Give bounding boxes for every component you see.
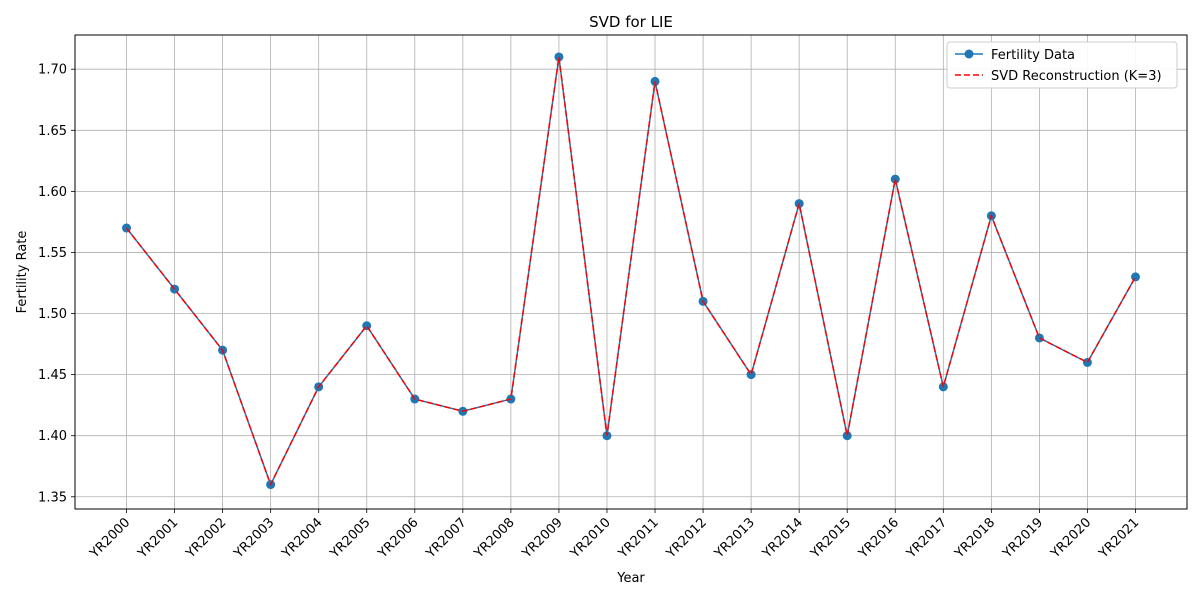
x-tick-label: YR2020	[1048, 515, 1095, 562]
x-tick-label: YR2005	[327, 515, 374, 562]
fertility-data-point	[1082, 357, 1092, 367]
y-tick-label: 1.70	[38, 63, 67, 78]
x-tick-label: YR2007	[423, 515, 470, 562]
svd-reconstruction-line	[125, 56, 1137, 487]
x-tick-label: YR2010	[567, 515, 614, 562]
y-tick-label: 1.35	[38, 490, 67, 505]
axes: YR2000 YR2001 YR2002 YR2003 YR2004 YR2005 YR20…	[38, 63, 1142, 562]
fertility-data-point	[890, 174, 900, 184]
legend-label-fertility-data: Fertility Data	[991, 48, 1075, 63]
y-axis-title: Fertility Rate	[15, 231, 30, 314]
x-tick-label: YR2008	[471, 515, 518, 562]
x-tick-label: YR2006	[375, 515, 422, 562]
legend-box	[946, 41, 1178, 89]
fertility-data-point	[842, 431, 852, 441]
grid-lines	[75, 35, 1187, 509]
x-tick-label: YR2000	[87, 515, 134, 562]
plot-frame	[74, 34, 1188, 510]
x-tick-label: YR2004	[279, 515, 326, 562]
y-tick-label: 1.50	[38, 307, 67, 322]
x-tick-label: YR2009	[519, 515, 566, 562]
chart-title: SVD for LIE	[589, 13, 673, 31]
x-tick-label: YR2011	[615, 515, 662, 562]
legend-marker-fertility-data	[964, 49, 974, 59]
x-tick-label: YR2012	[663, 515, 710, 562]
x-tick-label: YR2015	[807, 515, 854, 562]
fertility-data-point	[554, 52, 564, 62]
y-tick-label: 1.60	[38, 185, 67, 200]
legend-label-svd-reconstruction: SVD Reconstruction (K=3)	[991, 69, 1162, 84]
x-tick-label: YR2001	[135, 515, 182, 562]
x-tick-label: YR2002	[183, 515, 230, 562]
fertility-data-point	[1034, 333, 1044, 343]
x-axis-title: Year	[616, 571, 645, 586]
x-tick-label: YR2021	[1096, 515, 1143, 562]
x-tick-label: YR2019	[1000, 515, 1047, 562]
x-tick-label: YR2016	[855, 515, 902, 562]
y-tick-label: 1.65	[38, 124, 67, 139]
x-tick-label: YR2003	[231, 515, 278, 562]
y-tick-label: 1.40	[38, 429, 67, 444]
fertility-data-point	[1131, 272, 1140, 282]
x-tick-label: YR2014	[759, 515, 806, 562]
series-layer	[122, 52, 1140, 490]
y-tick-label: 1.45	[38, 368, 67, 383]
fertility-data-line	[125, 56, 1137, 487]
x-tick-label: YR2017	[903, 515, 950, 562]
fertility-data-point	[746, 370, 756, 380]
x-tick-label: YR2018	[951, 515, 998, 562]
y-tick-label: 1.55	[38, 246, 67, 261]
legend: Fertility Data SVD Reconstruction (K=3)	[946, 41, 1178, 89]
x-tick-label: YR2013	[711, 515, 758, 562]
